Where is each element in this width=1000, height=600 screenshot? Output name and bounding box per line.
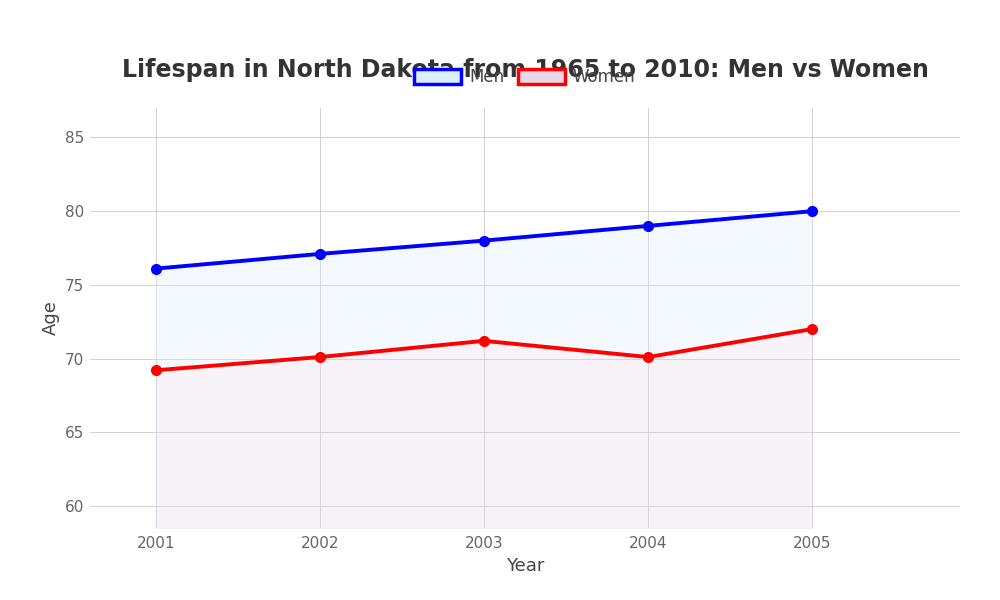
Title: Lifespan in North Dakota from 1965 to 2010: Men vs Women: Lifespan in North Dakota from 1965 to 20… (122, 58, 928, 82)
Y-axis label: Age: Age (42, 301, 60, 335)
Legend: Men, Women: Men, Women (408, 62, 642, 93)
X-axis label: Year: Year (506, 557, 544, 575)
